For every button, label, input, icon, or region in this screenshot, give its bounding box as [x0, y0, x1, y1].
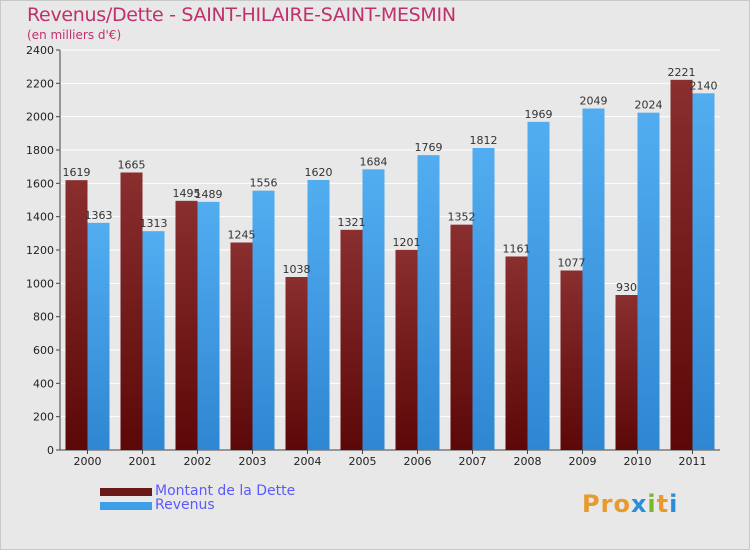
logo-letter: r — [600, 490, 614, 518]
x-tick-label: 2002 — [184, 455, 212, 468]
y-tick-label: 1400 — [26, 211, 54, 224]
bar-debt — [230, 242, 253, 450]
y-tick-label: 200 — [33, 411, 54, 424]
x-tick-label: 2009 — [569, 455, 597, 468]
data-label-debt: 930 — [616, 281, 637, 294]
bar-revenue — [307, 180, 330, 450]
x-tick-label: 2010 — [624, 455, 652, 468]
data-label-revenue: 2024 — [635, 99, 663, 112]
y-tick-label: 1200 — [26, 244, 54, 257]
data-label-debt: 1077 — [558, 257, 586, 270]
bar-revenue — [362, 169, 385, 451]
y-tick-label: 2400 — [26, 44, 54, 57]
x-tick-label: 2011 — [679, 455, 707, 468]
bar-debt — [450, 224, 473, 450]
logo-letter: i — [669, 490, 679, 518]
bar-debt — [65, 180, 88, 450]
legend-label-debt: Montant de la Dette — [155, 483, 296, 499]
bar-debt — [560, 270, 583, 450]
bar-debt — [395, 249, 418, 450]
x-tick-label: 2007 — [459, 455, 487, 468]
data-label-revenue: 2140 — [690, 79, 718, 92]
chart-subtitle: (en milliers d'€) — [27, 28, 122, 42]
x-tick-label: 2003 — [239, 455, 267, 468]
data-label-debt: 1352 — [448, 211, 476, 224]
data-label-debt: 1619 — [63, 166, 91, 179]
x-tick-label: 2006 — [404, 455, 432, 468]
bar-debt — [175, 200, 198, 450]
y-tick-label: 1000 — [26, 277, 54, 290]
bar-revenue — [87, 222, 110, 450]
x-tick-label: 2008 — [514, 455, 542, 468]
x-tick-label: 2004 — [294, 455, 322, 468]
logo-letter: o — [613, 490, 631, 518]
data-label-revenue: 1556 — [250, 177, 278, 190]
x-tick-label: 2005 — [349, 455, 377, 468]
y-tick-label: 800 — [33, 311, 54, 324]
legend-swatch-debt — [100, 488, 152, 496]
bar-revenue — [252, 190, 275, 450]
bar-revenue — [417, 155, 440, 450]
logo-letter: t — [656, 490, 670, 518]
data-label-revenue: 1313 — [140, 217, 168, 230]
data-label-debt: 1245 — [228, 229, 256, 242]
data-label-debt: 1038 — [283, 263, 311, 276]
bar-debt — [120, 172, 143, 450]
legend-label-revenue: Revenus — [155, 497, 215, 513]
bar-debt — [505, 256, 528, 450]
data-label-debt: 1161 — [503, 243, 531, 256]
legend-swatch-revenue — [100, 502, 152, 510]
y-tick-label: 2000 — [26, 111, 54, 124]
logo-letter: P — [582, 490, 601, 518]
bar-debt — [615, 295, 638, 450]
y-tick-label: 2200 — [26, 77, 54, 90]
bar-revenue — [142, 231, 165, 450]
y-tick-label: 0 — [47, 444, 54, 457]
data-label-revenue: 2049 — [580, 95, 608, 108]
data-label-revenue: 1769 — [415, 141, 443, 154]
data-label-debt: 1495 — [173, 187, 201, 200]
data-label-debt: 1321 — [338, 216, 366, 229]
y-tick-label: 1600 — [26, 177, 54, 190]
bar-revenue — [527, 121, 550, 450]
x-tick-label: 2000 — [74, 455, 102, 468]
logo-letter: i — [647, 490, 657, 518]
bar-revenue — [197, 201, 220, 450]
bar-revenue — [472, 148, 495, 450]
bar-revenue — [692, 93, 715, 450]
data-label-revenue: 1620 — [305, 166, 333, 179]
bar-revenue — [637, 112, 660, 451]
bar-debt — [285, 277, 308, 450]
y-tick-label: 1800 — [26, 144, 54, 157]
data-label-revenue: 1812 — [470, 134, 498, 147]
data-label-debt: 1201 — [393, 236, 421, 249]
data-label-revenue: 1684 — [360, 155, 388, 168]
data-label-debt: 2221 — [668, 66, 696, 79]
bar-debt — [340, 229, 363, 450]
logo-letter: x — [630, 490, 648, 518]
bar-revenue — [582, 108, 605, 450]
data-label-revenue: 1363 — [85, 209, 113, 222]
y-tick-label: 600 — [33, 344, 54, 357]
data-label-revenue: 1969 — [525, 108, 553, 121]
proxiti-logo: Proxiti — [582, 490, 678, 518]
bar-debt — [670, 79, 693, 450]
data-label-debt: 1665 — [118, 159, 146, 172]
data-label-revenue: 1489 — [195, 188, 223, 201]
chart-title: Revenus/Dette - SAINT-HILAIRE-SAINT-MESM… — [27, 4, 456, 26]
x-tick-label: 2001 — [129, 455, 157, 468]
y-tick-label: 400 — [33, 377, 54, 390]
